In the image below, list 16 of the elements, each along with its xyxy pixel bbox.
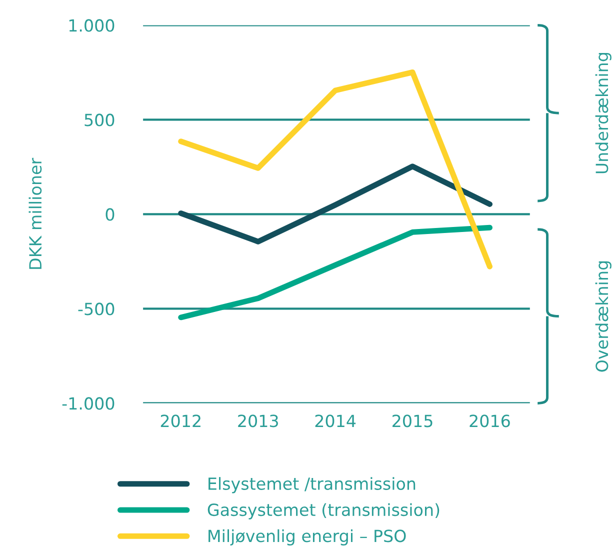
y-tick-label: -1.000 — [62, 397, 114, 410]
legend-label: Gassystemet (transmission) — [208, 503, 440, 520]
legend-label: Miljøvenlig energi – PSO — [208, 529, 406, 546]
x-tick-label: 2014 — [315, 414, 356, 428]
y-tick-label: 0 — [106, 208, 114, 221]
x-tick-label: 2016 — [470, 414, 510, 428]
y-tick-label: -500 — [78, 302, 114, 316]
x-tick-label: 2013 — [238, 414, 278, 428]
text: Overdækning — [595, 261, 612, 372]
x-tick-label: 2012 — [160, 414, 200, 428]
text: Underdækning — [595, 53, 612, 174]
x-tick-label: 2015 — [392, 414, 432, 428]
y-tick-label: 1.000 — [69, 19, 114, 32]
legend-label: Elsystemet /transmission — [208, 477, 416, 494]
y-axis-title: DKK millioner — [28, 158, 42, 269]
y-tick-label: 500 — [84, 114, 114, 126]
